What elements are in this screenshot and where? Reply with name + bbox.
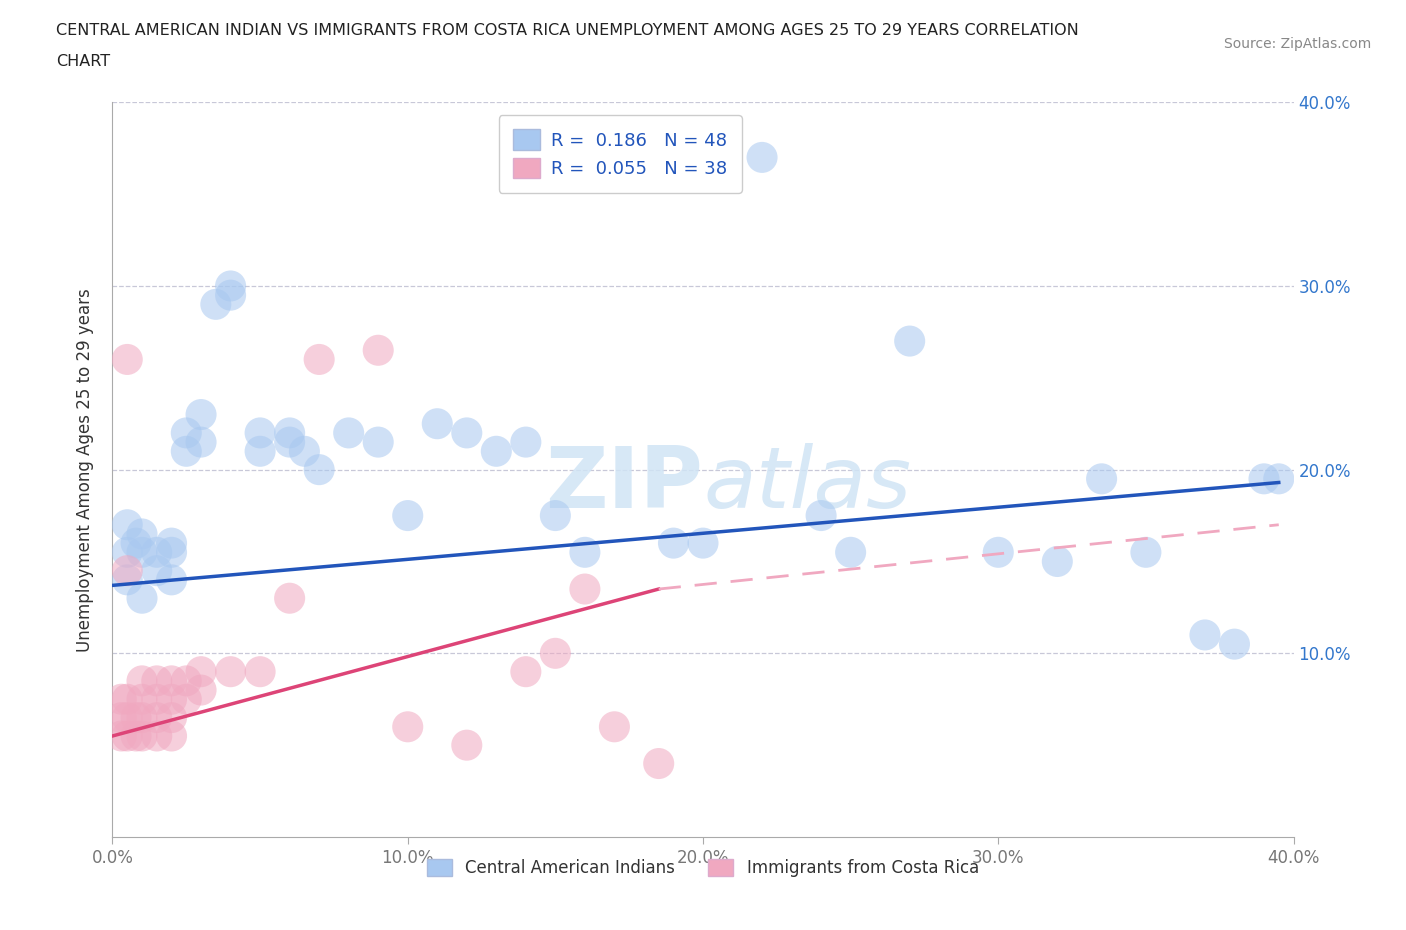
Text: CENTRAL AMERICAN INDIAN VS IMMIGRANTS FROM COSTA RICA UNEMPLOYMENT AMONG AGES 25: CENTRAL AMERICAN INDIAN VS IMMIGRANTS FR…: [56, 23, 1078, 38]
Point: [367, 343, 389, 358]
Point: [544, 645, 567, 660]
Point: [662, 536, 685, 551]
Point: [174, 444, 197, 458]
Point: [337, 426, 360, 441]
Point: [647, 756, 671, 771]
Point: [219, 287, 242, 302]
Point: [751, 150, 773, 165]
Point: [131, 591, 153, 605]
Point: [146, 728, 169, 743]
Point: [117, 564, 138, 578]
Point: [160, 728, 183, 743]
Point: [117, 711, 138, 725]
Point: [160, 545, 183, 560]
Point: [131, 673, 153, 688]
Point: [117, 572, 138, 588]
Point: [456, 737, 478, 752]
Point: [574, 545, 596, 560]
Point: [1091, 472, 1114, 486]
Point: [117, 352, 138, 367]
Point: [810, 508, 832, 523]
Point: [485, 444, 508, 458]
Point: [249, 664, 271, 679]
Point: [190, 434, 212, 449]
Point: [146, 545, 169, 560]
Point: [1253, 472, 1275, 486]
Point: [456, 426, 478, 441]
Point: [839, 545, 862, 560]
Point: [367, 434, 389, 449]
Point: [174, 692, 197, 707]
Point: [692, 536, 714, 551]
Point: [190, 407, 212, 422]
Point: [131, 545, 153, 560]
Point: [146, 673, 169, 688]
Point: [174, 426, 197, 441]
Point: [117, 728, 138, 743]
Point: [515, 434, 537, 449]
Point: [603, 720, 626, 735]
Text: Source: ZipAtlas.com: Source: ZipAtlas.com: [1223, 37, 1371, 51]
Point: [160, 711, 183, 725]
Point: [190, 683, 212, 698]
Point: [160, 572, 183, 588]
Point: [292, 444, 315, 458]
Point: [278, 434, 301, 449]
Point: [131, 692, 153, 707]
Point: [515, 664, 537, 679]
Point: [1194, 628, 1216, 643]
Point: [1223, 637, 1246, 652]
Point: [174, 673, 197, 688]
Point: [146, 692, 169, 707]
Point: [160, 536, 183, 551]
Point: [160, 673, 183, 688]
Point: [249, 444, 271, 458]
Text: ZIP: ZIP: [546, 443, 703, 525]
Point: [125, 728, 148, 743]
Point: [110, 711, 132, 725]
Point: [308, 462, 330, 477]
Point: [219, 279, 242, 294]
Point: [125, 536, 148, 551]
Point: [110, 692, 132, 707]
Point: [117, 517, 138, 532]
Point: [426, 417, 449, 432]
Point: [205, 297, 228, 312]
Point: [396, 508, 419, 523]
Point: [117, 545, 138, 560]
Point: [278, 591, 301, 605]
Point: [146, 564, 169, 578]
Text: atlas: atlas: [703, 443, 911, 525]
Point: [125, 711, 148, 725]
Legend: Central American Indians, Immigrants from Costa Rica: Central American Indians, Immigrants fro…: [420, 852, 986, 883]
Point: [1135, 545, 1157, 560]
Point: [278, 426, 301, 441]
Point: [249, 426, 271, 441]
Point: [1268, 472, 1291, 486]
Point: [160, 692, 183, 707]
Point: [574, 581, 596, 596]
Point: [987, 545, 1010, 560]
Point: [110, 728, 132, 743]
Point: [396, 720, 419, 735]
Point: [117, 692, 138, 707]
Point: [544, 508, 567, 523]
Point: [146, 711, 169, 725]
Point: [131, 526, 153, 541]
Point: [898, 334, 921, 349]
Point: [219, 664, 242, 679]
Point: [1046, 554, 1069, 569]
Point: [190, 664, 212, 679]
Y-axis label: Unemployment Among Ages 25 to 29 years: Unemployment Among Ages 25 to 29 years: [76, 287, 94, 652]
Point: [131, 728, 153, 743]
Text: CHART: CHART: [56, 54, 110, 69]
Point: [308, 352, 330, 367]
Point: [131, 711, 153, 725]
